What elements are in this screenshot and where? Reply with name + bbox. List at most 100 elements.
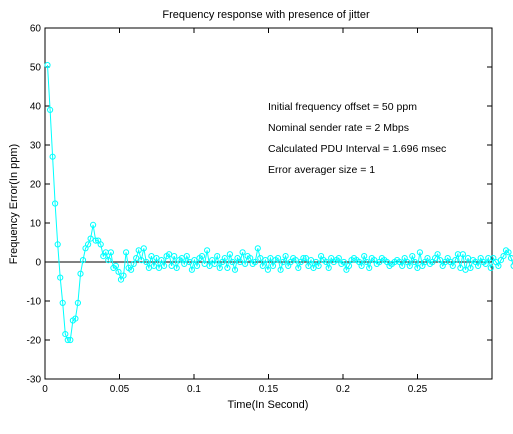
data-point	[457, 264, 464, 271]
series-markers	[44, 62, 513, 344]
data-point	[242, 260, 249, 267]
data-point	[437, 257, 444, 264]
data-point	[49, 153, 56, 160]
data-point	[259, 262, 266, 269]
data-point	[424, 255, 431, 262]
data-point	[211, 260, 218, 267]
data-point	[155, 264, 163, 271]
data-point	[508, 255, 513, 262]
data-point	[310, 264, 317, 271]
data-point	[305, 262, 312, 269]
data-point	[105, 257, 112, 264]
data-point	[264, 266, 271, 273]
data-point	[302, 255, 309, 262]
data-point	[47, 106, 54, 114]
data-point	[252, 258, 259, 266]
data-point	[191, 257, 198, 264]
y-tick-label: 50	[30, 63, 42, 74]
x-tick-label: 0.25	[408, 384, 428, 395]
y-tick-label: 40	[30, 102, 42, 113]
data-point	[87, 235, 94, 242]
data-point	[366, 264, 373, 271]
data-point	[475, 262, 482, 269]
data-point	[148, 253, 155, 260]
data-point	[161, 262, 168, 269]
x-tick-label: 0.15	[259, 384, 279, 395]
data-point	[57, 274, 64, 281]
data-point	[123, 249, 130, 256]
data-point	[107, 249, 115, 256]
data-point	[282, 253, 289, 260]
y-tick-label: 0	[35, 258, 41, 269]
data-point	[416, 249, 423, 256]
data-point	[150, 262, 157, 269]
data-point	[409, 253, 416, 260]
data-point	[487, 264, 494, 271]
data-point	[254, 245, 261, 252]
annotation-line: Initial frequency offset = 50 ppm	[268, 101, 417, 113]
data-point	[467, 264, 474, 271]
data-point	[64, 336, 71, 344]
data-point	[399, 262, 406, 269]
data-point	[193, 262, 201, 269]
data-point	[133, 255, 140, 262]
y-tick-label: 20	[30, 180, 42, 191]
data-point	[166, 251, 173, 258]
data-point	[145, 264, 152, 271]
data-point	[168, 262, 175, 269]
data-point	[495, 262, 502, 269]
data-point	[85, 241, 92, 248]
data-point	[128, 266, 135, 273]
data-point	[120, 272, 127, 279]
data-point	[183, 253, 190, 260]
data-point	[434, 251, 441, 258]
data-point	[459, 251, 466, 258]
data-point	[325, 264, 332, 271]
data-point	[72, 315, 79, 322]
data-point	[231, 266, 239, 273]
x-tick-label: 0.2	[336, 384, 350, 395]
data-point	[315, 262, 322, 269]
data-point	[74, 299, 82, 306]
data-point	[59, 299, 66, 306]
annotation-line: Nominal sender rate = 2 Mbps	[268, 122, 409, 134]
data-point	[345, 262, 353, 269]
data-point	[239, 249, 246, 256]
data-point	[406, 262, 413, 269]
data-point	[300, 255, 307, 262]
data-point	[358, 262, 365, 269]
data-point	[92, 237, 99, 244]
data-point	[229, 258, 236, 266]
data-point	[226, 251, 233, 258]
data-point	[363, 258, 370, 266]
annotation-block: Initial frequency offset = 50 ppm Nominal…	[268, 101, 446, 176]
data-point	[206, 262, 213, 269]
data-point	[77, 270, 84, 277]
data-point	[54, 241, 61, 248]
data-point	[140, 245, 147, 252]
data-point	[414, 264, 421, 271]
x-tick-label: 0	[42, 384, 48, 395]
data-point	[335, 255, 342, 262]
y-tick-label: -20	[27, 336, 42, 347]
plot-frame	[44, 27, 493, 380]
data-point	[464, 255, 472, 262]
plot-area: 0 0.05 0.1 0.15 0.2 0.25 -30 -20 -10 0 10 20 30 40 50 6…	[27, 24, 513, 395]
data-point	[224, 264, 231, 271]
annotation-line: Calculated PDU Interval = 1.696 msec	[268, 143, 446, 155]
data-point	[510, 262, 513, 269]
data-point	[247, 255, 254, 262]
x-axis-label: Time(In Second)	[228, 399, 309, 411]
data-point	[67, 336, 74, 344]
y-tick-label: 30	[30, 141, 42, 152]
data-point	[97, 241, 104, 248]
data-point	[173, 264, 180, 271]
data-point	[505, 249, 512, 256]
data-point	[171, 253, 178, 260]
y-tick-label: -10	[27, 297, 42, 308]
data-point	[188, 266, 195, 273]
series-line	[47, 65, 513, 341]
data-point	[52, 200, 59, 207]
x-tick-label: 0.1	[187, 384, 201, 395]
data-point	[143, 258, 150, 266]
